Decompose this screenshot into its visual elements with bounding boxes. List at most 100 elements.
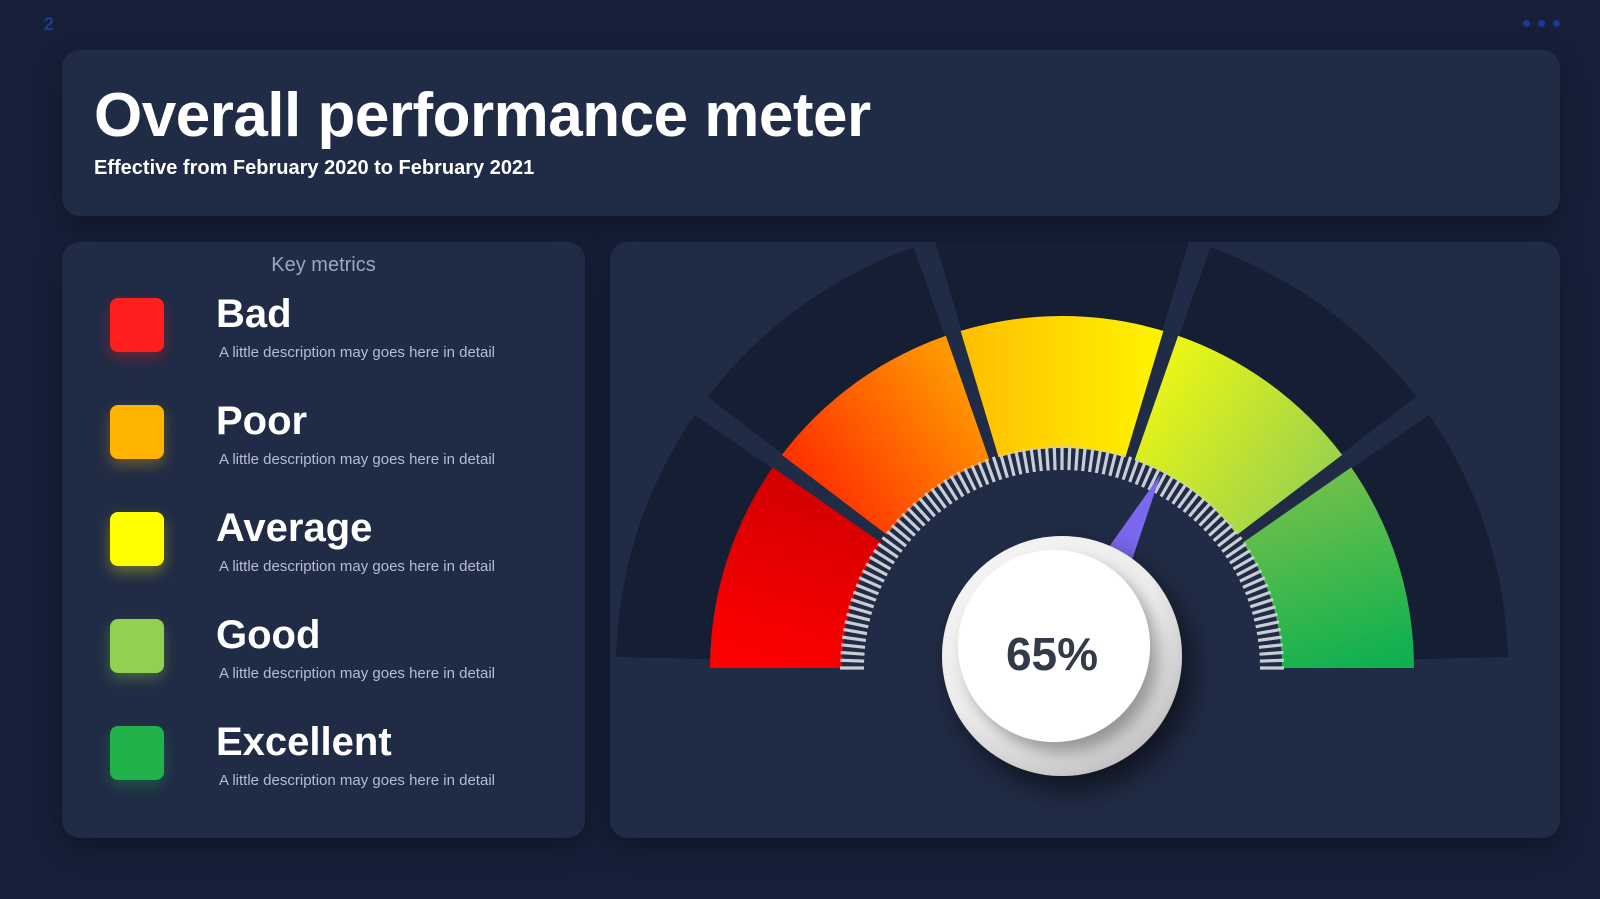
metric-item-excellent: Excellent A little description may goes …	[62, 718, 585, 818]
gauge-tick	[936, 483, 953, 505]
gauge-tick	[1067, 446, 1072, 471]
gauge-tick	[1101, 450, 1110, 475]
gauge-tick	[890, 524, 912, 542]
metric-label-average: Average	[216, 506, 373, 550]
gauge-tick	[1087, 447, 1095, 473]
gauge-tick	[1182, 492, 1200, 513]
gauge-tick	[1221, 536, 1243, 553]
gauge-tick	[970, 464, 983, 488]
gauge-tick	[1177, 487, 1194, 509]
metric-swatch-average	[110, 512, 164, 566]
gauge-tick	[1259, 658, 1284, 663]
gauge-tick	[1115, 454, 1125, 479]
gauge-tick	[1159, 474, 1175, 498]
gauge-tick	[844, 620, 869, 629]
metric-label-excellent: Excellent	[216, 720, 392, 764]
gauge-tick	[1203, 512, 1223, 532]
gauge-tick	[1212, 524, 1234, 542]
gauge-tick	[1147, 467, 1161, 491]
gauge-tick	[1044, 446, 1050, 471]
gauge-outer-ring	[610, 242, 1560, 838]
gauge-chart	[610, 242, 1560, 838]
metric-label-bad: Bad	[216, 292, 292, 336]
metric-swatch-bad	[110, 298, 164, 352]
metric-desc-average: A little description may goes here in de…	[219, 558, 495, 575]
metric-label-poor: Poor	[216, 399, 308, 443]
metric-item-bad: Bad A little description may goes here i…	[62, 290, 585, 390]
gauge-tick	[912, 501, 931, 522]
page-title: Overall performance meter	[94, 81, 871, 150]
gauge-tick	[858, 576, 882, 589]
gauge-tick	[848, 605, 873, 615]
outer-ring-segment	[707, 247, 959, 479]
gauge-tick	[1128, 458, 1140, 483]
gauge-tick	[918, 496, 936, 518]
metric-item-poor: Poor A little description may goes here …	[62, 397, 585, 497]
gauge-tick	[1188, 496, 1206, 518]
gauge-tick	[1081, 447, 1087, 472]
metric-desc-poor: A little description may goes here in de…	[219, 451, 495, 468]
gauge-tick	[1052, 446, 1057, 471]
gauge-knob	[942, 536, 1182, 776]
gauge-tick	[852, 590, 877, 602]
gauge-tick	[1074, 446, 1080, 471]
gauge-tick	[841, 635, 867, 643]
gauge-tick	[1244, 583, 1269, 596]
gauge-tick	[868, 555, 892, 571]
gauge-tick	[1141, 464, 1154, 488]
gauge-tick	[886, 530, 907, 548]
gauge-tick	[843, 627, 868, 636]
gauge-tick	[1037, 447, 1043, 472]
outer-ring-segment	[616, 414, 806, 661]
gauge-tick	[1153, 471, 1168, 494]
gauge-tick	[1256, 627, 1281, 636]
page-subtitle: Effective from February 2020 to February…	[94, 157, 535, 180]
gauge-tick	[1258, 643, 1283, 649]
key-metrics-card: Key metrics Bad A little description may…	[62, 242, 585, 838]
gauge-knob-inner	[958, 550, 1150, 742]
gauge-tick	[850, 597, 875, 609]
gauge-tick	[1121, 456, 1133, 481]
gauge-tick	[1229, 549, 1252, 565]
metric-desc-excellent: A little description may goes here in de…	[219, 772, 495, 789]
gauge-tick	[1251, 605, 1276, 615]
gauge-tick	[949, 474, 965, 498]
header-card: Overall performance meter Effective from…	[62, 50, 1560, 216]
gauge-tick	[881, 536, 903, 553]
gauge-tick	[1208, 518, 1229, 537]
gauge-tick	[1255, 620, 1280, 629]
gauge-tick	[1242, 576, 1266, 589]
gauge-tick	[1232, 555, 1256, 571]
metric-desc-good: A little description may goes here in de…	[219, 665, 495, 682]
gauge-tick	[924, 492, 942, 513]
gauge-tick	[840, 658, 865, 663]
gauge-tick	[1217, 530, 1238, 548]
gauge-band-excellent	[1242, 467, 1414, 668]
gauge-band-average	[960, 316, 1164, 458]
gauge-tick	[1014, 450, 1023, 475]
gauge-tick	[901, 512, 921, 532]
gauge-tick	[1257, 635, 1283, 643]
gauge-tick	[840, 650, 865, 656]
gauge-tick	[991, 456, 1003, 481]
gauge-ticks	[840, 446, 1284, 670]
gauge-tick	[1165, 478, 1181, 501]
gauge-tick	[841, 643, 866, 649]
gauge-tick	[855, 583, 880, 596]
outer-ring-segment	[1165, 247, 1417, 479]
gauge-tick	[1239, 569, 1263, 583]
gauge-tick	[1171, 483, 1188, 505]
metric-item-good: Good A little description may goes here …	[62, 611, 585, 711]
gauge-tick	[861, 569, 885, 583]
gauge-tick	[1249, 597, 1274, 609]
gauge-band-bad	[710, 467, 882, 668]
gauge-tick	[1193, 501, 1212, 522]
metric-swatch-poor	[110, 405, 164, 459]
gauge-tick	[1094, 449, 1103, 474]
slide-number: 2	[44, 14, 55, 34]
gauge-tick	[895, 518, 916, 537]
gauge-tick	[1029, 447, 1037, 473]
key-metrics-heading: Key metrics	[271, 254, 376, 276]
gauge-tick	[943, 478, 959, 501]
gauge-tick	[1259, 650, 1284, 656]
